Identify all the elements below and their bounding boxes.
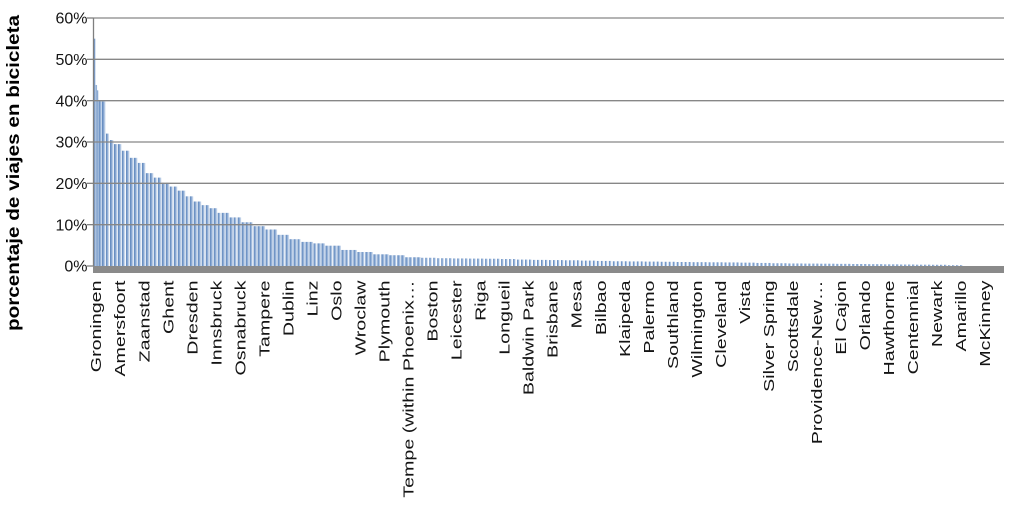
- svg-text:Plymouth: Plymouth: [376, 281, 393, 363]
- svg-text:El Cajon: El Cajon: [832, 281, 849, 355]
- svg-text:Wilmington: Wilmington: [688, 281, 705, 378]
- svg-text:60%: 60%: [55, 11, 87, 28]
- svg-text:Ghent: Ghent: [160, 280, 177, 334]
- svg-text:Newark: Newark: [928, 280, 945, 347]
- svg-text:McKinney: McKinney: [976, 280, 993, 367]
- svg-text:Leicester: Leicester: [448, 280, 465, 360]
- svg-text:Innsbruck: Innsbruck: [208, 280, 225, 365]
- svg-text:40%: 40%: [55, 93, 87, 110]
- svg-text:Boston: Boston: [424, 281, 441, 342]
- svg-text:Baldwin Park: Baldwin Park: [520, 280, 537, 395]
- svg-text:Hawthorne: Hawthorne: [880, 281, 897, 376]
- svg-text:Longueil: Longueil: [496, 281, 513, 355]
- svg-text:30%: 30%: [55, 135, 87, 152]
- svg-text:Tempe (within Phoenix…: Tempe (within Phoenix…: [400, 281, 417, 498]
- svg-text:porcentaje de viajes en bicicl: porcentaje de viajes en bicicleta: [3, 15, 23, 331]
- svg-text:Amarillo: Amarillo: [952, 281, 969, 352]
- svg-text:Orlando: Orlando: [856, 281, 873, 351]
- svg-text:Tampere: Tampere: [256, 281, 273, 357]
- svg-text:Amersfoort: Amersfoort: [112, 280, 129, 376]
- svg-text:20%: 20%: [55, 176, 87, 193]
- svg-text:Brisbane: Brisbane: [544, 281, 561, 359]
- svg-text:Palermo: Palermo: [640, 281, 657, 354]
- svg-text:Bilbao: Bilbao: [592, 281, 609, 336]
- svg-text:10%: 10%: [55, 217, 87, 234]
- svg-text:Wroclaw: Wroclaw: [352, 280, 369, 355]
- svg-text:Groningen: Groningen: [87, 281, 104, 373]
- svg-text:50%: 50%: [55, 52, 87, 69]
- svg-text:Mesa: Mesa: [568, 280, 585, 328]
- svg-text:Klaipeda: Klaipeda: [616, 280, 633, 357]
- svg-text:Vista: Vista: [736, 280, 753, 324]
- svg-text:Riga: Riga: [472, 280, 489, 321]
- svg-text:Osnabruck: Osnabruck: [232, 280, 249, 375]
- svg-text:0%: 0%: [64, 259, 87, 276]
- svg-text:Centennial: Centennial: [904, 281, 921, 375]
- svg-text:Silver Spring: Silver Spring: [760, 281, 777, 392]
- svg-text:Providence-New…: Providence-New…: [808, 281, 825, 445]
- svg-text:Dresden: Dresden: [184, 281, 201, 355]
- svg-text:Cleveland: Cleveland: [712, 281, 729, 368]
- svg-text:Zaanstad: Zaanstad: [136, 281, 153, 363]
- svg-text:Linz: Linz: [304, 281, 321, 317]
- svg-text:Scottsdale: Scottsdale: [784, 281, 801, 373]
- svg-text:Dublin: Dublin: [280, 281, 297, 337]
- svg-text:Southland: Southland: [664, 281, 681, 369]
- svg-text:Oslo: Oslo: [328, 281, 345, 321]
